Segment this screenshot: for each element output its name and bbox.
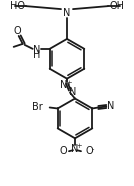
Text: N: N bbox=[69, 87, 77, 97]
Text: O: O bbox=[85, 146, 93, 156]
Text: +: + bbox=[76, 143, 82, 149]
Text: N: N bbox=[33, 45, 40, 55]
Text: Br: Br bbox=[32, 102, 43, 113]
Text: H: H bbox=[33, 50, 40, 60]
Text: N: N bbox=[60, 80, 68, 90]
Text: O: O bbox=[59, 146, 67, 156]
Text: N: N bbox=[63, 8, 71, 18]
Text: -: - bbox=[92, 146, 94, 152]
Text: OH: OH bbox=[110, 1, 125, 11]
Text: O: O bbox=[14, 26, 21, 36]
Text: N: N bbox=[107, 102, 114, 111]
Text: N: N bbox=[71, 144, 79, 154]
Text: HO: HO bbox=[10, 1, 25, 11]
Text: +: + bbox=[66, 80, 72, 86]
